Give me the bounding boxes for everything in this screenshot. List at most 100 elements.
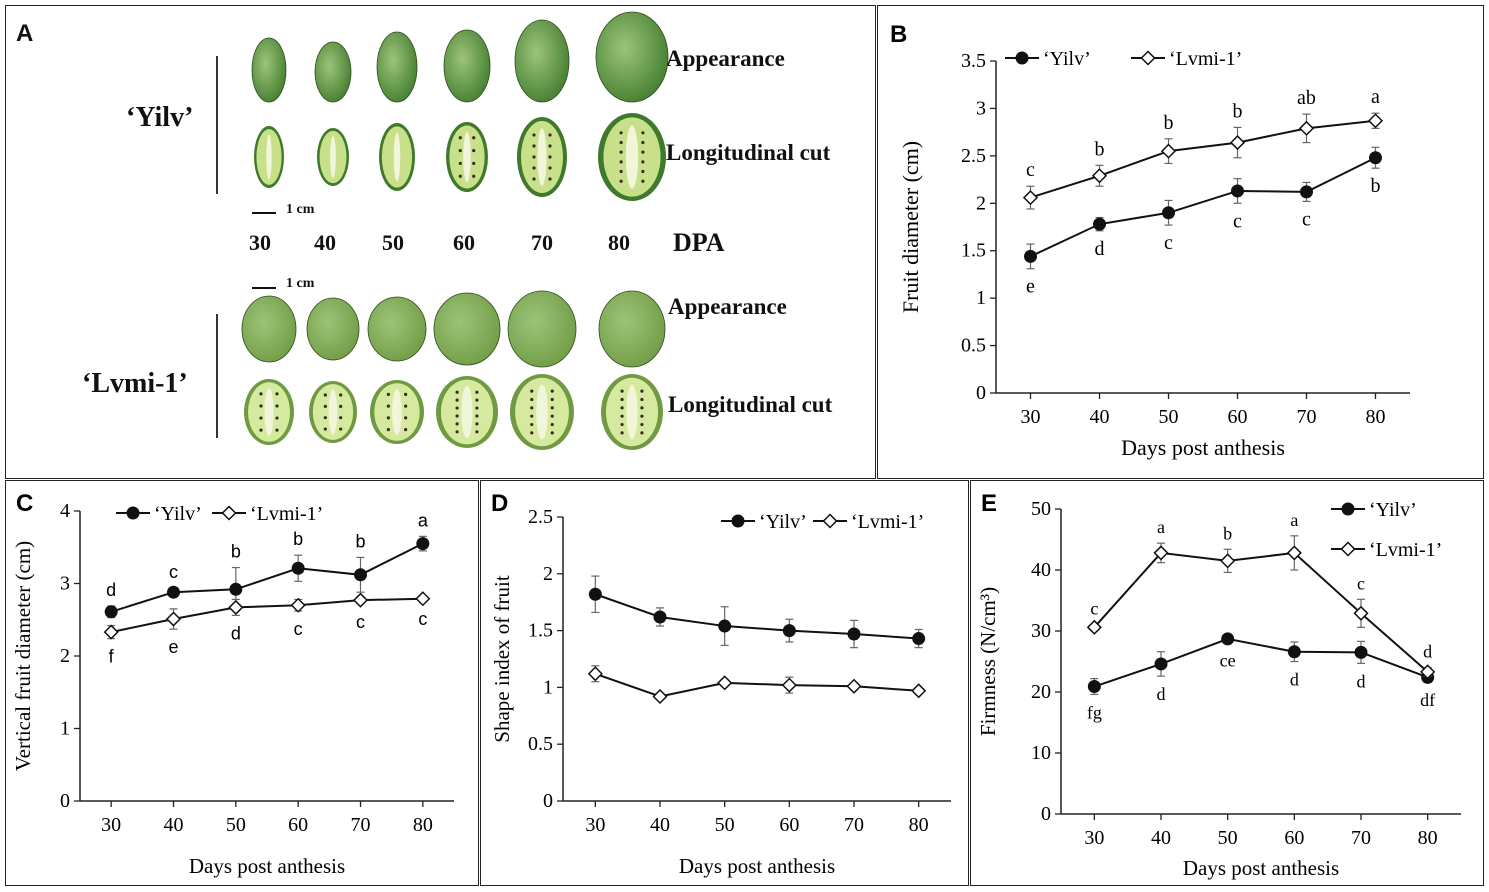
dpa-30: 30 xyxy=(249,230,271,255)
significance-letter: f xyxy=(109,647,115,667)
x-tick-label: 80 xyxy=(1418,827,1438,849)
panel-d-label: D xyxy=(491,490,508,517)
data-point-diamond xyxy=(1086,619,1102,635)
data-point-diamond xyxy=(587,666,603,682)
y-axis-label: Vertical fruit diameter (cm) xyxy=(11,541,35,771)
data-point-diamond xyxy=(1229,135,1246,151)
legend-label: ‘Lvmi-1’ xyxy=(1169,48,1242,70)
panel-b-label: B xyxy=(890,21,907,48)
legend-marker-circle xyxy=(1341,502,1355,516)
significance-letter: c xyxy=(418,609,427,629)
lvmi-fruit-appearance-6 xyxy=(598,290,666,368)
data-point-diamond xyxy=(1298,120,1315,136)
panel-c-label: C xyxy=(16,490,33,517)
x-tick-label: 70 xyxy=(1351,827,1371,849)
y-tick-label: 20 xyxy=(1031,681,1051,703)
y-tick-label: 2 xyxy=(543,563,553,585)
y-tick-label: 40 xyxy=(1031,559,1051,581)
chart-e: E 0 10 20 30 40 50 30 40 50 60 70 80 Days post anthes… xyxy=(976,490,1461,880)
legend-label: ‘Lvmi-1’ xyxy=(1369,539,1442,561)
yilv-cut-label: Longitudinal cut xyxy=(666,140,831,165)
significance-letter: c xyxy=(1090,598,1098,618)
x-tick-label: 50 xyxy=(226,814,246,836)
data-point-circle xyxy=(1287,645,1301,659)
data-point-diamond xyxy=(290,597,306,613)
x-tick-label: 60 xyxy=(1284,827,1304,849)
significance-letter: b xyxy=(293,529,303,549)
significance-letter: b xyxy=(1233,100,1243,122)
lvmi-fruit-appearance-1 xyxy=(241,295,297,363)
significance-letter: b xyxy=(355,531,365,551)
data-point-diamond xyxy=(1153,545,1169,561)
legend-label: ‘Yilv’ xyxy=(154,503,202,525)
yilv-fruit-cut-6 xyxy=(598,113,666,201)
x-tick-label: 50 xyxy=(1159,406,1179,428)
data-point-circle xyxy=(1231,184,1244,198)
data-point-circle xyxy=(1154,657,1168,671)
panel-a: A ‘Yilv’ Appearance Longitudinal cut 1 c… xyxy=(5,5,876,479)
chart-c: C 0 1 2 3 4 30 40 50 60 70 80 Days post anthesis Vert… xyxy=(11,490,454,878)
x-tick-label: 60 xyxy=(779,814,799,836)
yilv-fruit-cut-1 xyxy=(254,126,284,188)
significance-letter: d xyxy=(231,623,241,643)
legend-marker-circle xyxy=(126,506,140,520)
y-tick-label: 3 xyxy=(60,573,70,595)
significance-letter: c xyxy=(1233,210,1242,232)
x-tick-label: 40 xyxy=(164,814,184,836)
significance-letter: a xyxy=(1157,517,1165,537)
y-tick-label: 10 xyxy=(1031,742,1051,764)
scale-bar-1 xyxy=(252,212,276,214)
significance-letter: c xyxy=(1164,232,1173,254)
scale-bar-2 xyxy=(252,287,276,289)
yilv-photo-strip xyxy=(241,11,669,450)
significance-letter: e xyxy=(1026,276,1035,298)
data-point-diamond xyxy=(1420,664,1436,680)
y-tick-label: 2 xyxy=(60,645,70,667)
legend-label: ‘Yilv’ xyxy=(759,511,807,533)
significance-letter: d xyxy=(1357,671,1366,691)
data-point-circle xyxy=(229,582,243,596)
data-point-diamond xyxy=(352,592,369,608)
lvmi-fruit-cut-4 xyxy=(436,376,498,448)
x-tick-label: 60 xyxy=(288,814,308,836)
data-point-diamond xyxy=(1353,605,1369,621)
data-point-diamond xyxy=(911,683,927,699)
lvmi-cut-label: Longitudinal cut xyxy=(668,392,833,417)
yilv-fruit-appearance-4 xyxy=(443,29,491,103)
yilv-fruit-cut-3 xyxy=(379,123,415,191)
significance-letter: d xyxy=(1157,684,1166,704)
data-point-circle xyxy=(782,624,796,638)
legend-label: ‘Yilv’ xyxy=(1043,48,1091,70)
data-point-circle xyxy=(912,632,926,646)
x-tick-label: 40 xyxy=(1090,406,1110,428)
series-line-1 xyxy=(1030,156,1376,258)
y-axis-label: Fruit diameter (cm) xyxy=(898,141,923,313)
series-line-1 xyxy=(595,593,919,640)
significance-letter: d xyxy=(106,580,116,600)
y-tick-label: 1 xyxy=(543,676,553,698)
y-tick-label: 0 xyxy=(1041,803,1051,825)
lvmi-fruit-appearance-5 xyxy=(507,290,577,368)
data-point-circle xyxy=(104,605,118,619)
lvmi-appearance-label: Appearance xyxy=(668,294,787,319)
legend-label: ‘Lvmi-1’ xyxy=(851,511,924,533)
x-tick-label: 50 xyxy=(1218,827,1238,849)
data-point-diamond xyxy=(1022,190,1039,206)
data-point-diamond xyxy=(846,678,862,694)
legend-marker-diamond xyxy=(1340,541,1356,557)
data-point-circle xyxy=(291,561,305,575)
significance-letter: d xyxy=(1290,670,1299,690)
series-line-1 xyxy=(110,542,424,613)
panel-a-label: A xyxy=(16,20,34,47)
x-tick-label: 30 xyxy=(1084,827,1104,849)
panel-e: E 0 10 20 30 40 50 30 40 50 60 70 80 Days post anthes… xyxy=(970,480,1484,886)
lvmi-fruit-cut-6 xyxy=(601,374,663,450)
yilv-fruit-cut-2 xyxy=(317,128,349,186)
significance-letter: d xyxy=(1095,238,1105,260)
significance-letter: b xyxy=(231,542,241,562)
x-tick-label: 50 xyxy=(715,814,735,836)
y-tick-label: 50 xyxy=(1031,498,1051,520)
y-tick-label: 0 xyxy=(543,790,553,812)
significance-letter: c xyxy=(1302,208,1311,230)
yilv-fruit-appearance-6 xyxy=(595,11,669,103)
